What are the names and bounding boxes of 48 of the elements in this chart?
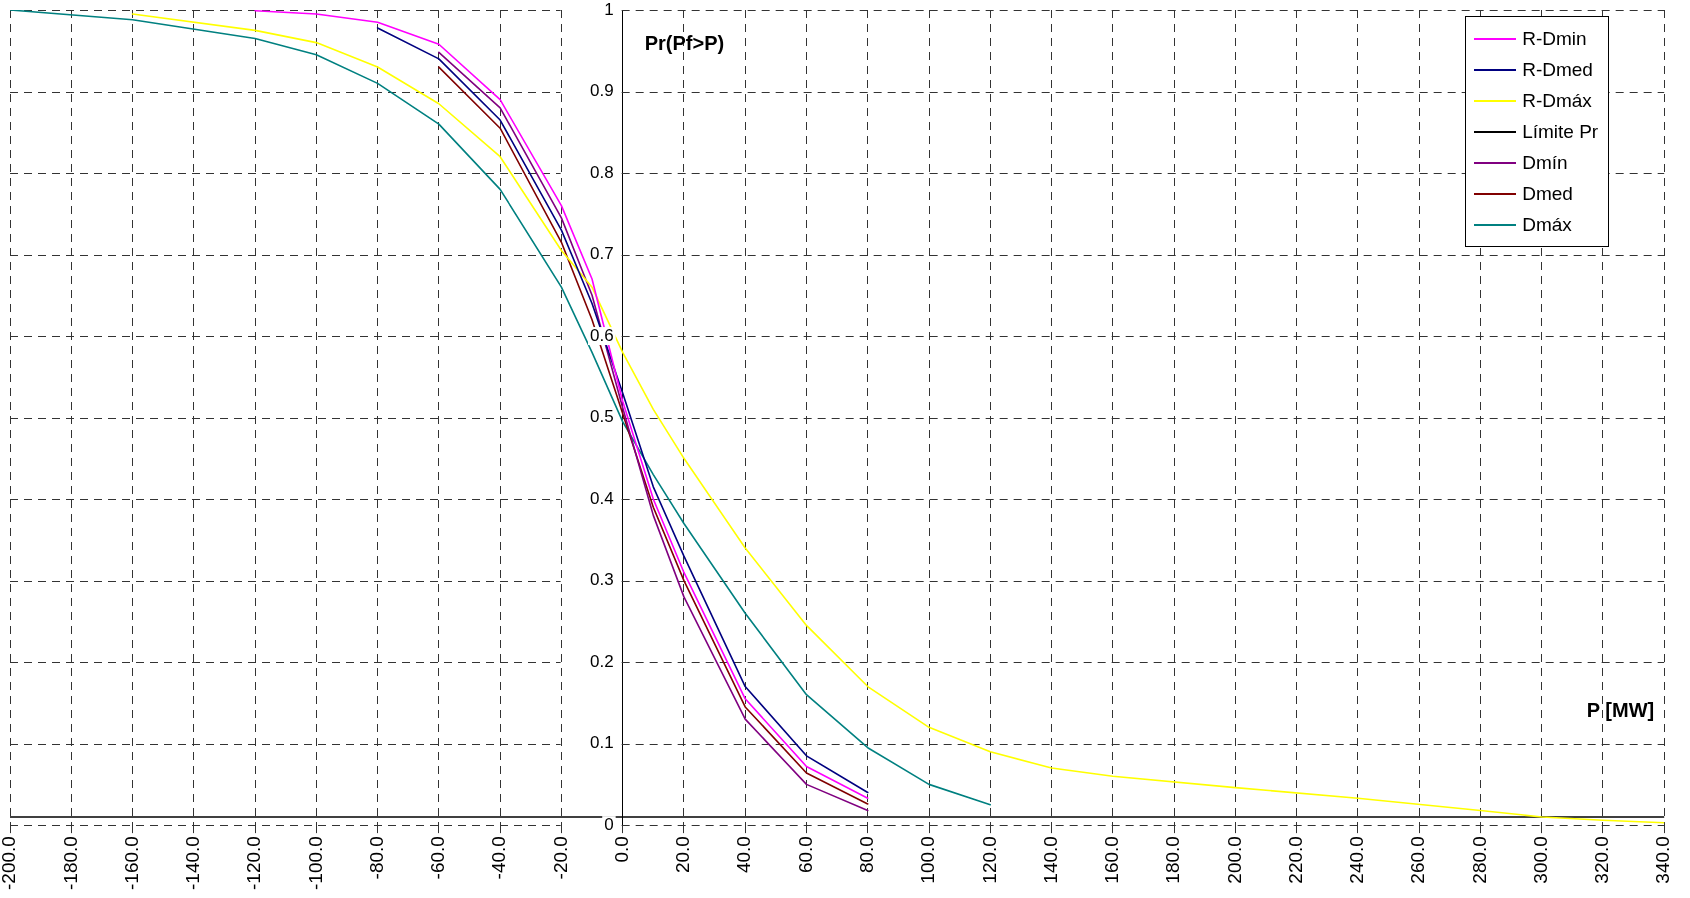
x-tick-label: 60.0: [794, 836, 816, 874]
x-tick-label: 20.0: [672, 836, 694, 874]
x-tick-label: 220.0: [1284, 836, 1306, 884]
y-tick-label: 0.8: [590, 162, 614, 182]
legend-label: Dmín: [1522, 151, 1568, 174]
x-tick-label: 340.0: [1652, 836, 1674, 884]
x-tick-label: -180.0: [59, 836, 81, 890]
x-tick-label: 140.0: [1039, 836, 1061, 884]
y-tick-label: 1: [604, 0, 614, 19]
x-tick-label: -100.0: [304, 836, 326, 890]
x-axis-title: P [MW]: [1586, 698, 1655, 721]
x-tick-label: -20.0: [549, 836, 571, 880]
x-tick-label: 280.0: [1468, 836, 1490, 884]
x-tick-label: -140.0: [182, 836, 204, 890]
x-tick-label: 80.0: [855, 836, 877, 874]
x-tick-label: -200.0: [0, 836, 20, 890]
x-tick-label: 240.0: [1346, 836, 1368, 884]
legend-label: Límite Pr: [1522, 120, 1599, 143]
x-tick-label: 100.0: [917, 836, 939, 884]
x-tick-label: -160.0: [120, 836, 142, 890]
y-tick-label: 0: [604, 814, 614, 834]
y-tick-label: 0.3: [590, 570, 614, 590]
x-tick-label: -40.0: [488, 836, 510, 880]
y-tick-label: 0.9: [590, 81, 614, 101]
y-tick-label: 0.5: [590, 407, 614, 427]
x-tick-label: 120.0: [978, 836, 1000, 884]
x-tick-label: -120.0: [243, 836, 265, 890]
legend-label: Dmed: [1522, 182, 1573, 205]
legend-label: R-Dmed: [1522, 58, 1593, 81]
x-tick-label: 260.0: [1407, 836, 1429, 884]
x-tick-label: 200.0: [1223, 836, 1245, 884]
legend-label: R-Dmin: [1522, 27, 1587, 50]
y-tick-label: 0.2: [590, 651, 614, 671]
x-tick-label: 0.0: [610, 836, 632, 863]
x-tick-label: -80.0: [365, 836, 387, 880]
x-tick-label: 160.0: [1101, 836, 1123, 884]
legend-label: Dmáx: [1522, 213, 1572, 236]
y-tick-label: 0.7: [590, 244, 614, 264]
x-tick-label: 40.0: [733, 836, 755, 874]
x-tick-label: 300.0: [1529, 836, 1551, 884]
y-tick-label: 0.4: [590, 488, 614, 508]
y-axis-title: Pr(Pf>P): [644, 31, 725, 54]
y-tick-label: 0.6: [590, 325, 614, 345]
y-tick-label: 0.1: [590, 733, 614, 753]
legend-label: R-Dmáx: [1522, 89, 1592, 112]
x-tick-label: 180.0: [1162, 836, 1184, 884]
x-tick-label: 320.0: [1591, 836, 1613, 884]
x-tick-label: -60.0: [427, 836, 449, 880]
